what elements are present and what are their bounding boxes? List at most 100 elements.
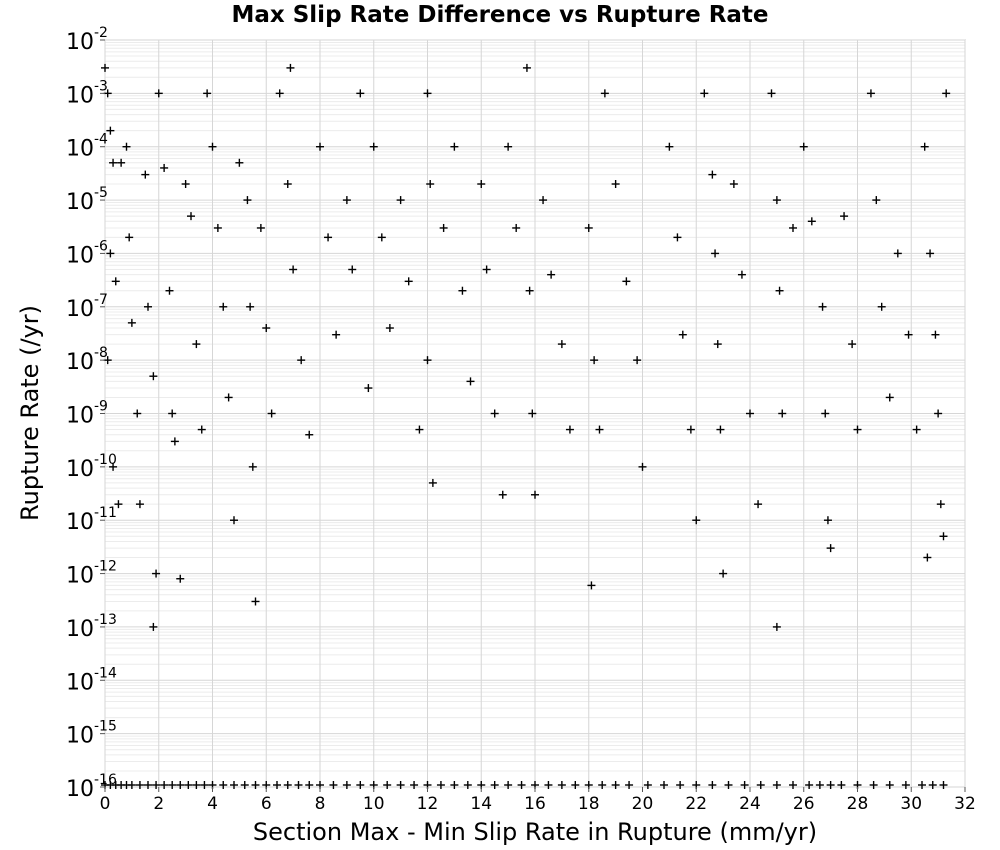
y-tick-label: 10-3 xyxy=(66,78,108,108)
data-point xyxy=(818,302,827,311)
data-point xyxy=(729,180,738,189)
data-point xyxy=(807,217,816,226)
data-point xyxy=(772,622,781,631)
x-tick-label: 28 xyxy=(847,794,869,814)
data-point xyxy=(665,142,674,151)
baseline-point xyxy=(517,781,526,789)
data-point xyxy=(923,553,932,562)
x-tick-label: 16 xyxy=(524,794,546,814)
x-tick-label: 32 xyxy=(954,794,976,814)
baseline-point xyxy=(643,781,652,789)
baseline-point xyxy=(815,781,824,789)
y-tick-label: 10-7 xyxy=(66,292,108,322)
data-point xyxy=(912,425,921,434)
data-point xyxy=(678,330,687,339)
data-point xyxy=(106,249,115,258)
data-point xyxy=(716,425,725,434)
y-tick-label: 10-15 xyxy=(66,719,117,749)
baseline-point xyxy=(152,781,161,789)
data-point xyxy=(267,409,276,418)
data-point xyxy=(638,462,647,471)
data-point xyxy=(504,142,513,151)
data-point xyxy=(737,270,746,279)
data-point xyxy=(458,286,467,295)
data-point xyxy=(256,223,265,232)
data-point xyxy=(939,532,948,541)
baseline-point xyxy=(490,781,499,789)
baseline-point xyxy=(885,781,894,789)
baseline-point xyxy=(939,781,948,789)
data-point xyxy=(224,393,233,402)
baseline-point xyxy=(356,781,365,789)
data-point xyxy=(490,409,499,418)
baseline-point xyxy=(837,781,846,789)
data-point xyxy=(275,89,284,98)
data-point xyxy=(197,425,206,434)
y-tick-label: 10-16 xyxy=(66,772,117,802)
data-point xyxy=(498,490,507,499)
baseline-point xyxy=(230,781,238,789)
data-point xyxy=(826,544,835,553)
data-point xyxy=(305,430,314,439)
baseline-point xyxy=(826,781,835,789)
baseline-point xyxy=(192,781,201,789)
data-point xyxy=(149,372,158,381)
baseline-point xyxy=(598,781,607,789)
data-point xyxy=(251,597,260,606)
data-point xyxy=(141,170,150,179)
zero-rate-markers xyxy=(101,781,948,789)
baseline-point xyxy=(135,781,144,789)
data-point xyxy=(565,425,574,434)
data-point xyxy=(547,270,556,279)
data-point xyxy=(428,478,437,487)
data-point xyxy=(772,196,781,205)
data-point xyxy=(866,89,875,98)
y-tick-label: 10-12 xyxy=(66,559,117,589)
data-point xyxy=(587,581,596,590)
y-tick-label: 10-10 xyxy=(66,452,117,482)
baseline-point xyxy=(329,781,338,789)
data-point xyxy=(893,249,902,258)
x-tick-label: 0 xyxy=(100,794,111,814)
data-point xyxy=(332,330,341,339)
data-point xyxy=(342,196,351,205)
baseline-point xyxy=(789,781,797,789)
data-point xyxy=(248,462,257,471)
baseline-point xyxy=(901,781,910,789)
y-tick-label: 10-5 xyxy=(66,185,108,215)
baseline-point xyxy=(410,781,419,789)
baseline-point xyxy=(805,781,814,789)
data-point xyxy=(289,265,298,274)
x-tick-label: 12 xyxy=(417,794,439,814)
data-point xyxy=(111,277,120,286)
data-point xyxy=(286,63,295,72)
data-point xyxy=(934,409,943,418)
x-tick-label: 20 xyxy=(632,794,654,814)
data-point xyxy=(746,409,754,418)
data-point xyxy=(622,277,631,286)
baseline-point xyxy=(305,781,314,789)
baseline-point xyxy=(625,781,634,789)
data-point xyxy=(192,340,201,349)
data-point xyxy=(103,89,112,98)
data-point xyxy=(404,277,413,286)
data-point xyxy=(208,142,217,151)
chart-title: Max Slip Rate Difference vs Rupture Rate xyxy=(231,2,769,28)
data-points xyxy=(101,63,951,631)
data-point xyxy=(262,324,271,333)
baseline-point xyxy=(571,781,580,789)
data-point xyxy=(920,142,929,151)
data-point xyxy=(203,89,212,98)
data-point xyxy=(926,249,935,258)
data-point xyxy=(101,63,109,72)
baseline-point xyxy=(127,781,136,789)
x-tick-label: 30 xyxy=(900,794,922,814)
data-point xyxy=(219,302,228,311)
baseline-point xyxy=(342,781,351,789)
baseline-point xyxy=(240,781,249,789)
baseline-point xyxy=(740,781,749,789)
baseline-point xyxy=(436,781,445,789)
data-point xyxy=(324,233,333,242)
y-tick-label: 10-9 xyxy=(66,399,108,429)
data-point xyxy=(904,330,913,339)
